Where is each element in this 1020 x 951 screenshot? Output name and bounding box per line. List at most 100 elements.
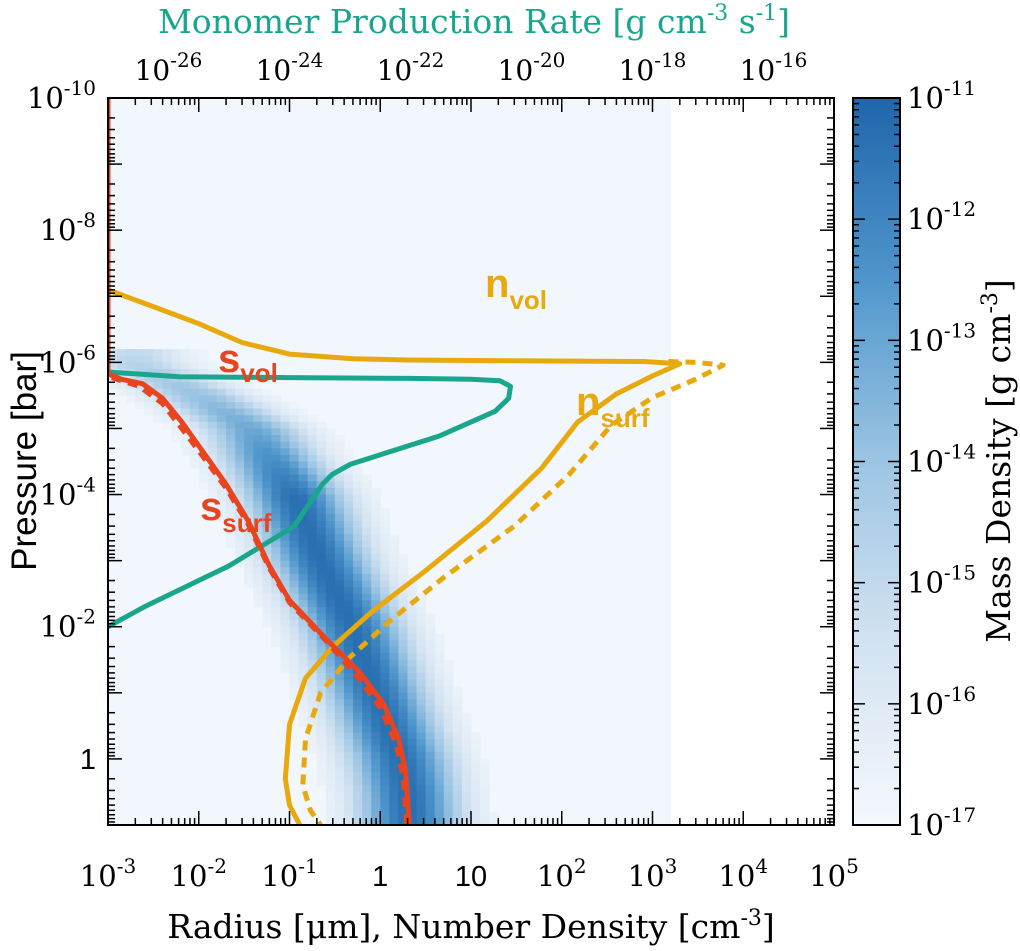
heatmap-cell (235, 388, 245, 397)
heatmap-cell (271, 587, 282, 595)
heatmap-cell (452, 712, 463, 720)
heatmap-cell (353, 712, 363, 720)
heatmap-cell (253, 587, 263, 595)
heatmap-cell (362, 494, 372, 502)
heatmap-cell (244, 395, 254, 403)
heatmap-cell (362, 501, 372, 509)
heatmap-cell (461, 725, 472, 734)
heatmap-cell (444, 825, 454, 832)
heatmap-cell (452, 725, 463, 734)
heatmap-cell (334, 454, 345, 463)
heatmap-cell (353, 798, 363, 806)
heatmap-cell (434, 805, 445, 813)
heatmap-cell (198, 362, 209, 370)
heatmap-cell (343, 560, 354, 568)
heatmap-cell (398, 554, 409, 562)
heatmap-cell (289, 534, 300, 542)
heatmap-cell (225, 481, 236, 489)
heatmap-cell (262, 613, 272, 621)
heatmap-cell (343, 554, 354, 562)
heatmap-cell (253, 567, 263, 575)
heatmap-cell (398, 818, 409, 825)
heatmap-cell (362, 666, 372, 674)
heatmap-cell (417, 825, 427, 832)
heatmap-cell (480, 772, 490, 780)
heatmap-cell (343, 765, 354, 773)
heatmap-cell (353, 772, 363, 780)
heatmap-cell (325, 468, 336, 476)
heatmap-cell (362, 474, 372, 482)
heatmap-cell (380, 672, 390, 681)
heatmap-cell (435, 825, 445, 832)
heatmap-cell (416, 692, 427, 701)
heatmap-cell (362, 587, 372, 595)
heatmap-cell (452, 706, 463, 714)
heatmap-cell (253, 501, 263, 509)
heatmap-cell (307, 514, 318, 522)
heatmap-cell (316, 474, 327, 482)
heatmap-cell (280, 554, 291, 562)
y-tick-label: 10-10 (27, 76, 96, 115)
heatmap-cell (271, 454, 282, 463)
heatmap-cell (434, 811, 445, 819)
heatmap-cell (298, 408, 309, 416)
heatmap-cell (280, 580, 291, 588)
heatmap-cell (362, 765, 372, 773)
heatmap-cell (189, 402, 200, 410)
heatmap-cell (425, 686, 436, 694)
heatmap-cell (298, 461, 309, 469)
heatmap-cell (307, 527, 318, 535)
heatmap-cell (216, 487, 227, 496)
heatmap-cell (225, 527, 236, 535)
heatmap-cell (343, 719, 354, 727)
heatmap-cell (307, 725, 318, 734)
heatmap-cell (398, 712, 409, 720)
heatmap-cell (316, 448, 327, 456)
heatmap-cell (298, 699, 309, 707)
heatmap-cell (298, 501, 309, 509)
heatmap-cell (407, 686, 418, 694)
heatmap-cell (353, 534, 363, 542)
heatmap-cell (389, 580, 399, 588)
heatmap-cell (235, 395, 245, 403)
heatmap-cell (425, 712, 436, 720)
top-tick-label: 10-18 (619, 48, 687, 87)
heatmap-cell (289, 646, 300, 654)
heatmap-cell (280, 540, 291, 549)
heatmap-cell (398, 666, 409, 674)
label-s-surf: ssurf (200, 485, 272, 538)
heatmap-cell (280, 435, 291, 443)
heatmap-cell (171, 368, 182, 377)
heatmap-cell (262, 421, 272, 430)
heatmap-cell (434, 785, 445, 793)
heatmap-cell (353, 474, 363, 482)
heatmap-cell (471, 772, 481, 780)
heatmap-cell (416, 739, 427, 747)
heatmap-cell (325, 811, 336, 819)
heatmap-cell (189, 448, 200, 456)
heatmap-cell (316, 593, 327, 601)
heatmap-cell (334, 547, 345, 555)
heatmap-cell (480, 758, 490, 767)
heatmap-cell (398, 739, 409, 747)
heatmap-cell (108, 382, 118, 390)
colorbar-tick-label: 10-14 (907, 440, 976, 479)
heatmap-cell (316, 778, 327, 786)
heatmap-cell (271, 527, 282, 535)
heatmap-cell (371, 765, 381, 773)
heatmap-cell (461, 798, 472, 806)
heatmap-cell (298, 560, 309, 568)
heatmap-cell (117, 349, 127, 357)
heatmap-cell (371, 580, 381, 588)
top-tick-label: 10-16 (740, 48, 808, 87)
heatmap-cell (244, 474, 254, 482)
heatmap-cell (280, 474, 291, 482)
heatmap-cell (207, 448, 218, 456)
heatmap-cell (253, 461, 263, 469)
heatmap-cell (325, 428, 336, 436)
heatmap-cell (162, 349, 173, 357)
heatmap-cell (225, 454, 236, 463)
heatmap-cell (407, 805, 418, 813)
heatmap-cell (362, 540, 372, 549)
heatmap-cell (325, 659, 336, 667)
